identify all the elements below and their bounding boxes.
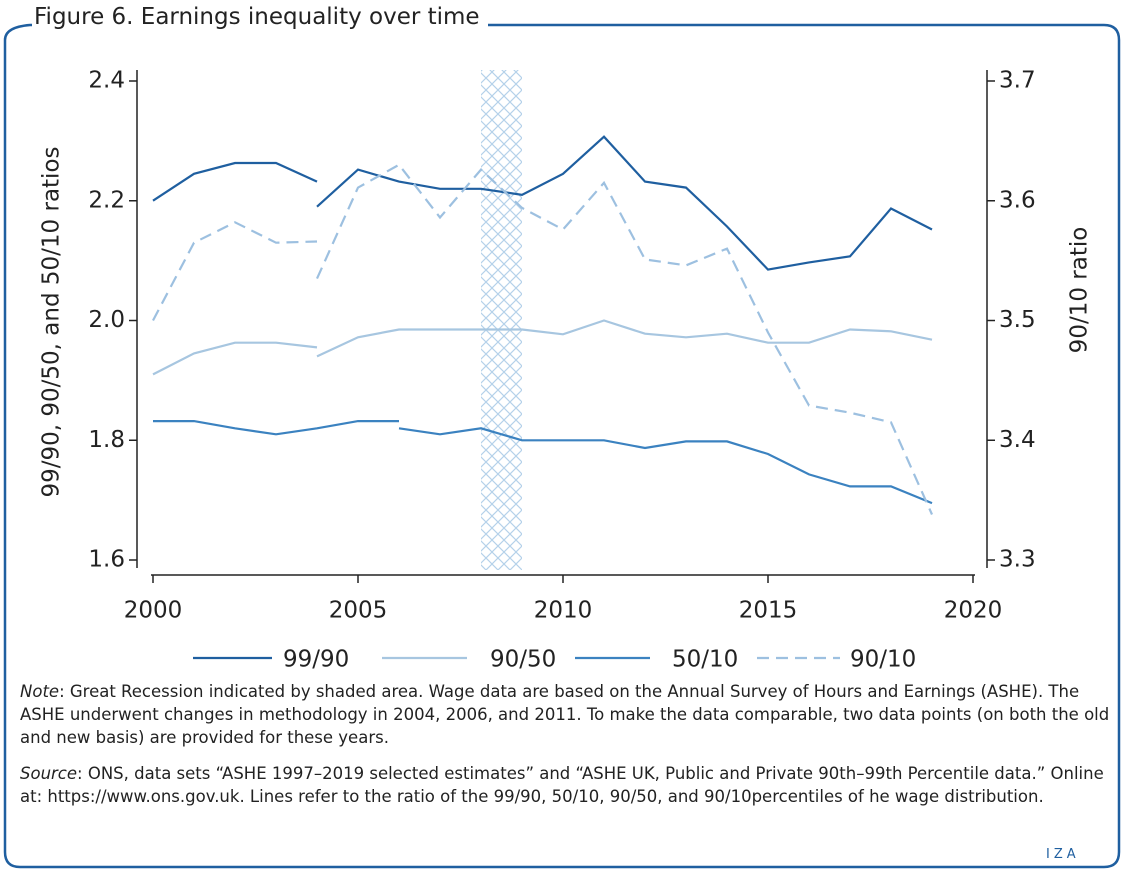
x-tick-label: 2015: [739, 598, 798, 624]
y-tick-label: 2.4: [88, 68, 125, 94]
note-text: : Great Recession indicated by shaded ar…: [20, 682, 1110, 747]
logo: IZA: [1046, 847, 1080, 862]
x-tick-label: 2020: [944, 598, 1003, 624]
y2-axis-title: 90/10 ratio: [1067, 227, 1093, 354]
y-tick-label: 2.2: [88, 187, 125, 213]
y-axis-title: 99/90, 90/50, and 50/10 ratios: [39, 147, 65, 498]
series-line: [153, 420, 933, 505]
series-line: [152, 135, 933, 271]
legend-label: 99/90: [283, 647, 349, 673]
legend-label: 90/50: [490, 647, 556, 673]
source-text: : ONS, data sets “ASHE 1997–2019 selecte…: [20, 764, 1104, 806]
y-tick-label: 2.0: [88, 307, 125, 333]
y2-tick-label: 3.7: [999, 68, 1036, 94]
series-line: [152, 319, 933, 376]
recession-shade: [481, 70, 522, 570]
x-tick-label: 2010: [534, 598, 593, 624]
y2-tick-label: 3.5: [999, 307, 1036, 333]
legend-label: 50/10: [672, 647, 738, 673]
source: Source: ONS, data sets “ASHE 1997–2019 s…: [20, 762, 1115, 808]
x-tick-label: 2000: [124, 598, 183, 624]
x-tick-label: 2005: [329, 598, 388, 624]
legend-label: 90/10: [850, 647, 916, 673]
note-label: Note: [20, 682, 60, 701]
source-label: Source: [20, 764, 78, 783]
y-tick-label: 1.8: [88, 427, 125, 453]
y2-tick-label: 3.6: [999, 187, 1036, 213]
series-line: [152, 163, 934, 515]
y2-tick-label: 3.4: [999, 427, 1036, 453]
y-tick-label: 1.6: [88, 547, 125, 573]
note: Note: Great Recession indicated by shade…: [20, 680, 1115, 749]
frame: [3, 23, 1121, 869]
chart-title: Figure 6. Earnings inequality over time: [32, 4, 488, 30]
y2-tick-label: 3.3: [999, 547, 1036, 573]
